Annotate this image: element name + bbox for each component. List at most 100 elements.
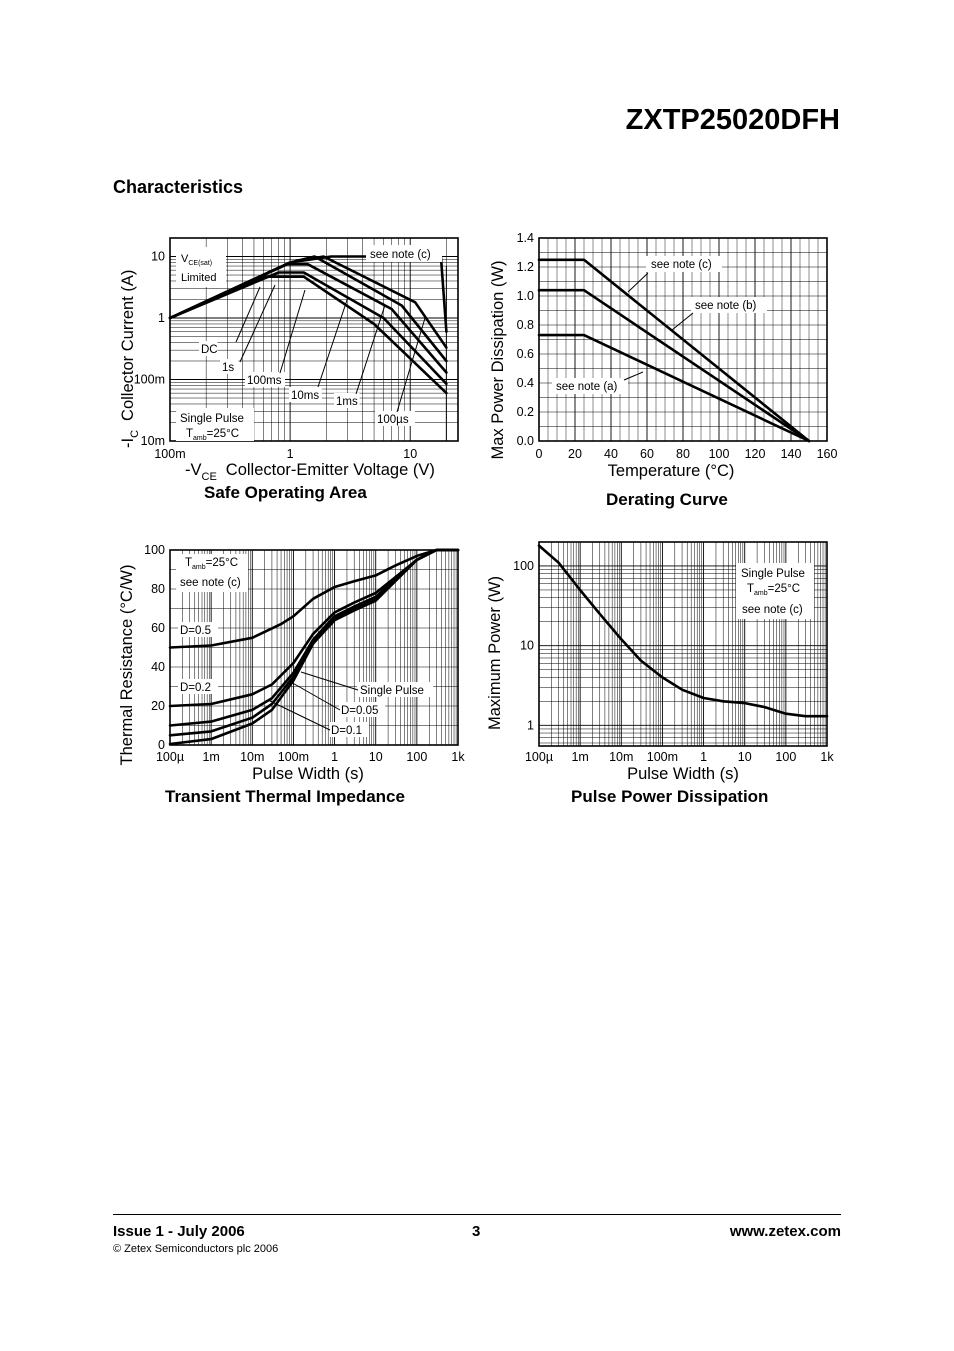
thermal-d005-bg	[339, 702, 385, 717]
derating-x-tick-label: 40	[604, 447, 618, 461]
pulse-y-tick-label: 10	[520, 639, 534, 653]
derating-note-c-leader	[627, 272, 649, 293]
derating-x-tick-label: 100	[709, 447, 730, 461]
soa-curve-label-bg	[375, 411, 415, 426]
pulse-grid	[538, 541, 828, 746]
soa-y-axis-label: -ICCollector Current (A)	[119, 270, 141, 448]
soa-x-tick-label: 1	[287, 447, 294, 461]
soa-note-bg	[366, 245, 442, 262]
derating-y-tick-label: 0.0	[517, 434, 534, 448]
pulse-y-axis-label: Maximum Power (W)	[486, 576, 504, 730]
derating-note-b-label: see note (b)	[695, 300, 757, 312]
derating-note-a-leader	[623, 371, 644, 381]
thermal-x-tick-label: 1k	[451, 750, 465, 764]
pulse-x-tick-label: 100µ	[525, 750, 553, 764]
pulse-x-tick-label: 100	[775, 750, 796, 764]
thermal-x-tick-label: 100µ	[156, 750, 184, 764]
thermal-conditions-bg	[176, 554, 248, 592]
derating-y-axis-label: Max Power Dissipation (W)	[489, 261, 507, 460]
derating-y-tick-label: 0.8	[517, 318, 534, 332]
thermal-x-tick-label: 100	[406, 750, 427, 764]
derating-x-tick-label: 80	[676, 447, 690, 461]
thermal-grid	[169, 549, 459, 746]
pulse-y-tick-label: 1	[527, 718, 534, 732]
thermal-y-tick-label: 40	[151, 660, 165, 674]
pulse-tamb-label: Tamb=25°C	[747, 583, 800, 597]
thermal-x-tick-label: 10	[369, 750, 383, 764]
soa-curve-label-bg	[220, 359, 239, 374]
footer-page-number: 3	[472, 1223, 481, 1240]
pulse-series-line-1	[537, 544, 829, 718]
derating-y-tick-label: 1.2	[517, 260, 534, 274]
derating-series-line-2	[537, 288, 811, 443]
derating-x-axis-label: Temperature (°C)	[608, 462, 735, 480]
thermal-note-label: see note (c)	[180, 577, 241, 589]
thermal-chart-title: Transient Thermal Impedance	[165, 787, 405, 806]
pulse-x-tick-label: 1m	[571, 750, 588, 764]
soa-conditions-bg	[176, 408, 254, 441]
derating-x-tick-label: 140	[781, 447, 802, 461]
soa-x-axis-label: -VCE Collector-Emitter Voltage (V)	[185, 461, 435, 483]
derating-y-tick-label: 0.2	[517, 405, 534, 419]
thermal-y-tick-label: 80	[151, 582, 165, 596]
thermal-d01-bg	[329, 722, 369, 737]
soa-note-label: see note (c)	[370, 249, 431, 261]
pulse-note-label: see note (c)	[742, 604, 803, 616]
derating-y-tick-label: 1.4	[517, 231, 534, 245]
footer-url: www.zetex.com	[729, 1223, 841, 1240]
thermal-d02-label: D=0.2	[180, 682, 211, 694]
soa-curve-leader-6	[396, 317, 426, 413]
derating-y-tick-label: 1.0	[517, 289, 534, 303]
derating-y-tick-label: 0.4	[517, 376, 534, 390]
thermal-y-tick-label: 60	[151, 621, 165, 635]
footer-rule	[113, 1214, 841, 1215]
derating-x-tick-label: 0	[536, 447, 543, 461]
soa-y-tick-label: 100m	[134, 373, 165, 387]
footer-copyright: © Zetex Semiconductors plc 2006	[113, 1243, 279, 1255]
derating-series-line-3	[537, 333, 811, 443]
derating-x-tick-label: 60	[640, 447, 654, 461]
thermal-x-tick-label: 1m	[202, 750, 219, 764]
thermal-d005-label: D=0.05	[341, 705, 378, 717]
thermal-d01-leader	[267, 699, 331, 731]
thermal-d05-label: D=0.5	[180, 625, 211, 637]
derating-note-b-leader	[671, 312, 694, 331]
soa-curve-label-6: 100µs	[377, 414, 409, 426]
soa-plot-frame	[169, 237, 459, 442]
pulse-plot-frame	[538, 541, 828, 747]
pulse-x-tick-label: 10m	[609, 750, 633, 764]
thermal-x-tick-label: 10m	[240, 750, 264, 764]
part-number-title: ZXTP25020DFH	[625, 104, 840, 136]
thermal-y-tick-label: 100	[144, 543, 165, 557]
derating-plot-frame	[538, 237, 828, 442]
derating-note-b-bg	[691, 297, 767, 313]
soa-y-tick-label: 10m	[141, 434, 165, 448]
soa-x-tick-label: 100m	[154, 447, 185, 461]
soa-curve-label-bg	[245, 372, 285, 387]
soa-curve-leader-5	[355, 304, 386, 395]
thermal-single-pulse-label: Single Pulse	[360, 685, 424, 697]
thermal-d01-label: D=0.1	[331, 725, 362, 737]
pulse-single-pulse-label: Single Pulse	[741, 568, 805, 580]
thermal-d05-bg	[178, 622, 218, 637]
footer-issue: Issue 1 - July 2006	[113, 1223, 245, 1240]
derating-y-tick-label: 0.6	[517, 347, 534, 361]
soa-curve-leader-3	[279, 289, 306, 374]
derating-x-tick-label: 160	[817, 447, 838, 461]
soa-series-line-2	[168, 271, 448, 386]
thermal-d02-bg	[178, 679, 218, 694]
derating-note-a-bg	[552, 378, 628, 394]
soa-limited-label: Limited	[181, 272, 216, 284]
soa-curve-label-bg	[199, 341, 218, 356]
derating-note-c-bg	[646, 256, 722, 272]
derating-chart-title: Derating Curve	[606, 490, 728, 509]
derating-note-c-label: see note (c)	[651, 259, 712, 271]
soa-curve-leader-1	[235, 286, 261, 343]
pulse-chart-title: Pulse Power Dissipation	[571, 787, 769, 806]
derating-x-tick-label: 120	[745, 447, 766, 461]
soa-series-line-6	[168, 255, 448, 334]
thermal-series-line-5	[168, 548, 460, 746]
thermal-x-tick-label: 1	[331, 750, 338, 764]
pulse-x-tick-label: 100m	[647, 750, 678, 764]
